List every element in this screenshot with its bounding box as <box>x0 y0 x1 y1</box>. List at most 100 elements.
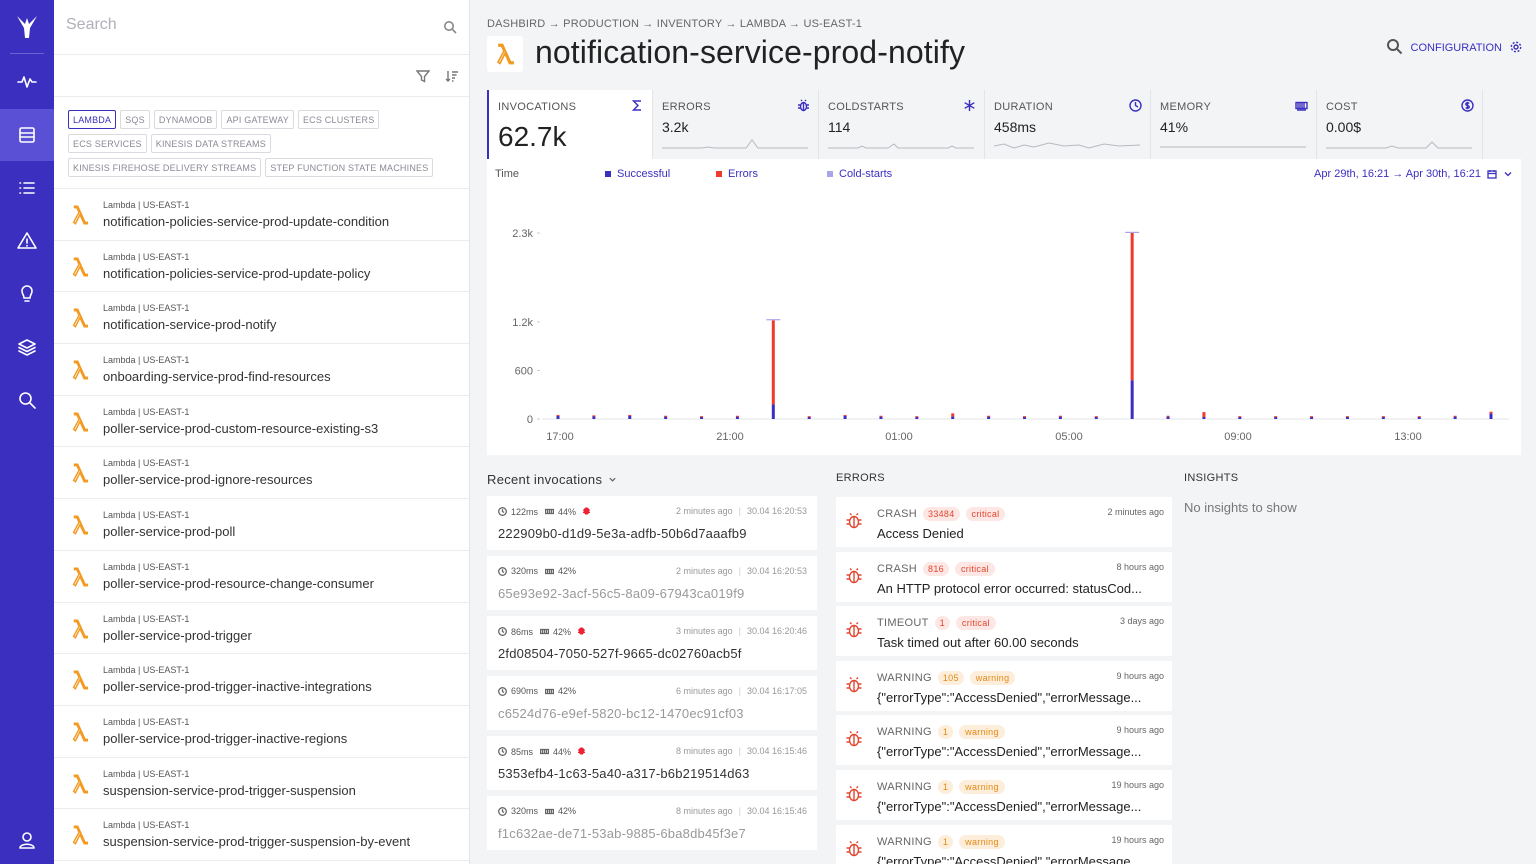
resource-item[interactable]: Lambda | US-EAST-1 suspension-service-pro… <box>54 809 469 861</box>
filter-icon[interactable] <box>415 69 431 83</box>
bar-successful[interactable] <box>628 415 632 419</box>
invocation-card[interactable]: 320ms 42% 8 minutes ago | 30.04 16:15:46 f1c6… <box>487 796 817 850</box>
bar-successful[interactable] <box>1166 416 1170 419</box>
bar-errors[interactable] <box>1058 415 1062 417</box>
search-icon[interactable] <box>1386 38 1403 58</box>
bar-errors[interactable] <box>1130 233 1134 381</box>
rail-layers-icon[interactable] <box>0 321 54 373</box>
invocation-card[interactable]: 85ms 44% 8 minutes ago | 30.04 16:15:46 5353e… <box>487 736 817 790</box>
bar-errors[interactable] <box>1417 416 1421 418</box>
resource-item[interactable]: Lambda | US-EAST-1 poller-service-prod-tr… <box>54 654 469 706</box>
bar-successful[interactable] <box>592 416 596 419</box>
tag-ecs-clusters[interactable]: ECS CLUSTERS <box>297 110 380 129</box>
bar-successful[interactable] <box>556 415 560 419</box>
tag-sqs[interactable]: SQS <box>120 110 150 129</box>
tag-ecs-services[interactable]: ECS SERVICES <box>68 134 147 153</box>
resource-item[interactable]: Lambda | US-EAST-1 poller-service-prod-ig… <box>54 447 469 500</box>
bar-successful[interactable] <box>879 416 883 419</box>
bar-successful[interactable] <box>1310 416 1314 419</box>
bar-successful[interactable] <box>987 416 991 419</box>
bar-cold-starts[interactable] <box>766 319 781 321</box>
bar-successful[interactable] <box>1202 416 1206 419</box>
bar-errors[interactable] <box>1023 416 1026 418</box>
legend-coldstarts[interactable]: Cold-starts <box>827 168 892 180</box>
error-card[interactable]: WARNING 1 warning 19 hours ago {"errorType":… <box>836 770 1172 820</box>
tag-kinesis-firehose-delivery-streams[interactable]: KINESIS FIREHOSE DELIVERY STREAMS <box>68 158 262 177</box>
bar-errors[interactable] <box>1202 412 1206 417</box>
legend-errors[interactable]: Errors <box>716 168 758 180</box>
bar-successful[interactable] <box>915 416 919 419</box>
bar-errors[interactable] <box>556 414 560 416</box>
bar-successful[interactable] <box>1417 416 1421 419</box>
recent-invocations-dropdown[interactable]: Recent invocations <box>487 472 617 487</box>
resource-item[interactable]: Lambda | US-EAST-1 poller-service-prod-cu… <box>54 396 469 448</box>
resource-item[interactable]: Lambda | US-EAST-1 poller-service-prod-po… <box>54 499 469 551</box>
bar-errors[interactable] <box>915 416 919 418</box>
bar-errors[interactable] <box>843 414 847 416</box>
bar-successful[interactable] <box>1453 416 1457 419</box>
error-card[interactable]: WARNING 105 warning 9 hours ago {"errorType"… <box>836 660 1172 711</box>
error-card[interactable]: WARNING 1 warning 9 hours ago {"errorType":"… <box>836 715 1172 766</box>
metric-tab-cost[interactable]: COST 0.00$ <box>1317 90 1483 159</box>
bar-errors[interactable] <box>951 413 955 417</box>
resource-item[interactable]: Lambda | US-EAST-1 suspension-service-pro… <box>54 758 469 810</box>
rail-alert-icon[interactable] <box>0 215 54 267</box>
bar-errors[interactable] <box>879 415 883 417</box>
bar-successful[interactable] <box>771 404 775 419</box>
bar-errors[interactable] <box>1094 416 1098 418</box>
rail-lightbulb-icon[interactable] <box>0 268 54 320</box>
search-input[interactable] <box>66 16 426 34</box>
resource-item[interactable]: Lambda | US-EAST-1 notification-service-p… <box>54 292 469 345</box>
bar-successful[interactable] <box>951 416 955 419</box>
bar-errors[interactable] <box>1453 415 1457 417</box>
metric-tab-memory[interactable]: MEMORY 41% <box>1151 90 1317 159</box>
bar-successful[interactable] <box>1238 416 1242 419</box>
tag-kinesis-data-streams[interactable]: KINESIS DATA STREAMS <box>150 134 271 153</box>
bar-errors[interactable] <box>700 416 704 418</box>
bar-errors[interactable] <box>771 320 775 405</box>
bar-errors[interactable] <box>1489 411 1493 414</box>
bar-successful[interactable] <box>735 416 739 419</box>
bar-errors[interactable] <box>664 415 668 417</box>
tag-api-gateway[interactable]: API GATEWAY <box>221 110 294 129</box>
legend-successful[interactable]: Successful <box>605 168 670 180</box>
bar-errors[interactable] <box>1381 416 1385 418</box>
bar-errors[interactable] <box>592 415 596 417</box>
bar-errors[interactable] <box>987 415 991 417</box>
bar-successful[interactable] <box>700 416 704 419</box>
bar-successful[interactable] <box>664 416 668 419</box>
bar-successful[interactable] <box>843 415 847 419</box>
bar-successful[interactable] <box>1094 416 1098 419</box>
rail-user-icon[interactable] <box>0 814 54 864</box>
rail-list-icon[interactable] <box>0 162 54 214</box>
resource-item[interactable]: Lambda | US-EAST-1 onboarding-service-pro… <box>54 344 469 396</box>
bar-errors[interactable] <box>1238 416 1242 418</box>
tag-dynamodb[interactable]: DYNAMODB <box>153 110 218 129</box>
bar-cold-starts[interactable] <box>1125 231 1140 233</box>
bar-errors[interactable] <box>735 415 739 417</box>
bar-successful[interactable] <box>1023 416 1026 419</box>
resource-item[interactable]: Lambda | US-EAST-1 poller-service-prod-tr… <box>54 706 469 758</box>
resource-item[interactable]: Lambda | US-EAST-1 poller-service-prod-tr… <box>54 603 469 655</box>
sort-icon[interactable] <box>445 69 459 83</box>
bar-successful[interactable] <box>1489 413 1493 419</box>
bar-errors[interactable] <box>1345 416 1349 418</box>
tag-step-function-state-machines[interactable]: STEP FUNCTION STATE MACHINES <box>265 158 434 177</box>
rail-activity-icon[interactable] <box>0 56 54 108</box>
metric-tab-coldstarts[interactable]: COLDSTARTS 114 <box>819 90 985 159</box>
configuration-button[interactable]: CONFIGURATION <box>1386 38 1522 58</box>
resource-item[interactable]: Lambda | US-EAST-1 poller-service-prod-re… <box>54 551 469 603</box>
rail-inventory-icon[interactable] <box>0 109 54 161</box>
bar-successful[interactable] <box>1274 416 1278 419</box>
dashbird-logo[interactable] <box>10 0 44 54</box>
bar-errors[interactable] <box>628 414 632 416</box>
resource-item[interactable]: Lambda | US-EAST-1 notification-policies-… <box>54 241 469 293</box>
bar-errors[interactable] <box>1274 416 1278 418</box>
bar-successful[interactable] <box>1058 416 1062 419</box>
rail-search-icon[interactable] <box>0 374 54 426</box>
error-card[interactable]: CRASH 816 critical 8 hours ago An HTTP proto… <box>836 551 1172 602</box>
bar-errors[interactable] <box>1310 416 1314 418</box>
bar-successful[interactable] <box>1345 416 1349 419</box>
invocation-card[interactable]: 320ms 42% 2 minutes ago | 30.04 16:20:53 65e9… <box>487 556 817 610</box>
resource-item[interactable]: Lambda | US-EAST-1 notification-policies-… <box>54 189 469 241</box>
